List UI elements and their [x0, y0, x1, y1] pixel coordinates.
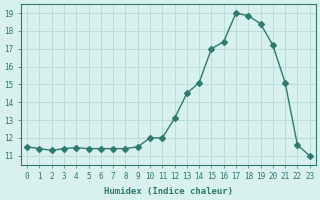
X-axis label: Humidex (Indice chaleur): Humidex (Indice chaleur)	[104, 187, 233, 196]
